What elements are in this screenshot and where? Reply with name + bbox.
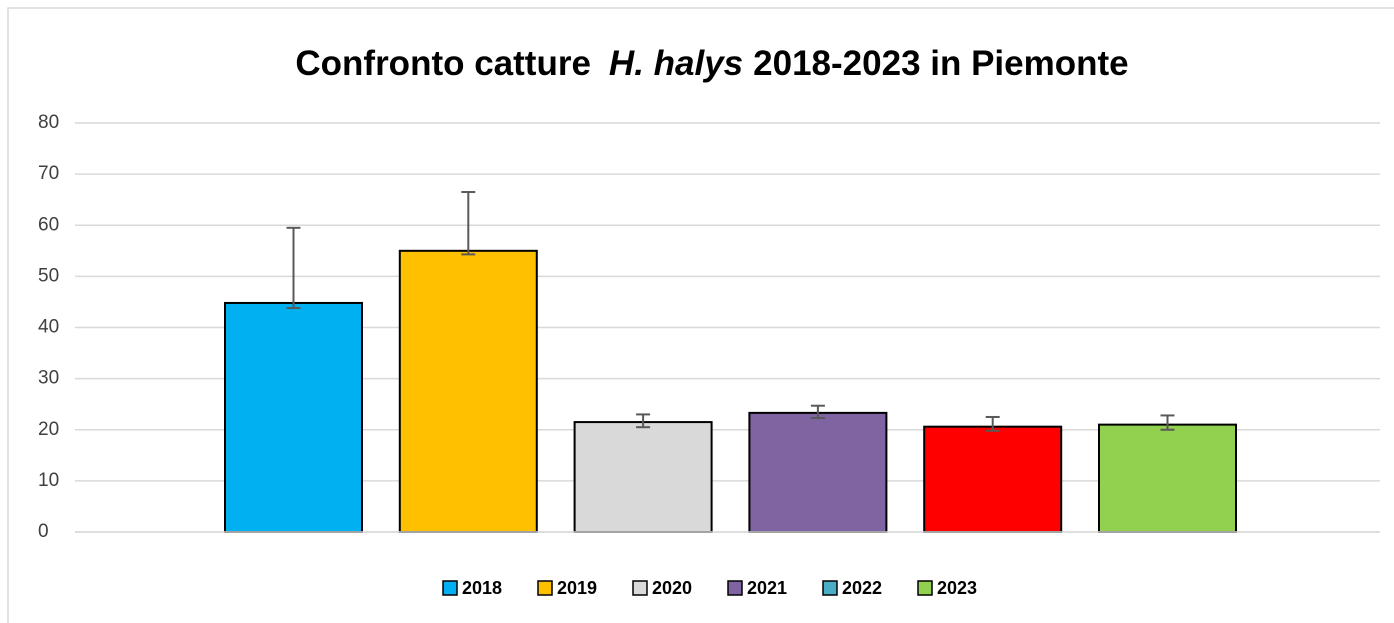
- legend-swatch: [632, 580, 648, 596]
- legend-swatch: [727, 580, 743, 596]
- bar: [398, 249, 538, 533]
- bar: [224, 301, 363, 533]
- legend-swatch: [537, 580, 553, 596]
- bar: [1098, 423, 1237, 534]
- legend-swatch: [822, 580, 838, 596]
- y-tick-label: 0: [38, 521, 49, 542]
- y-tick-label: 40: [38, 317, 59, 338]
- y-tick-label: 20: [38, 419, 59, 440]
- legend-label: 2018: [462, 578, 502, 598]
- y-tick-label: 80: [38, 112, 59, 133]
- chart-title: Confronto catture H. halys 2018-2023 in Pi…: [295, 44, 1128, 83]
- legend-swatch: [917, 580, 933, 596]
- y-tick-label: 30: [38, 368, 59, 389]
- title-part: Confronto catture: [295, 44, 591, 83]
- legend-label: 2020: [652, 578, 692, 598]
- y-tick-label: 60: [38, 214, 59, 235]
- title-part: 2018-2023 in Piemonte: [753, 44, 1128, 83]
- legend-label: 2021: [747, 578, 787, 598]
- title-italic: H. halys: [609, 44, 743, 83]
- legend-label: 2023: [937, 578, 977, 598]
- legend-label: 2022: [842, 578, 882, 598]
- legend-label: 2019: [557, 578, 597, 598]
- bar: [573, 421, 713, 533]
- bar: [923, 425, 1063, 533]
- y-tick-label: 70: [38, 163, 59, 184]
- y-tick-label: 50: [38, 265, 59, 286]
- bar: [748, 411, 888, 533]
- y-tick-label: 10: [38, 470, 59, 491]
- legend-swatch: [442, 580, 458, 596]
